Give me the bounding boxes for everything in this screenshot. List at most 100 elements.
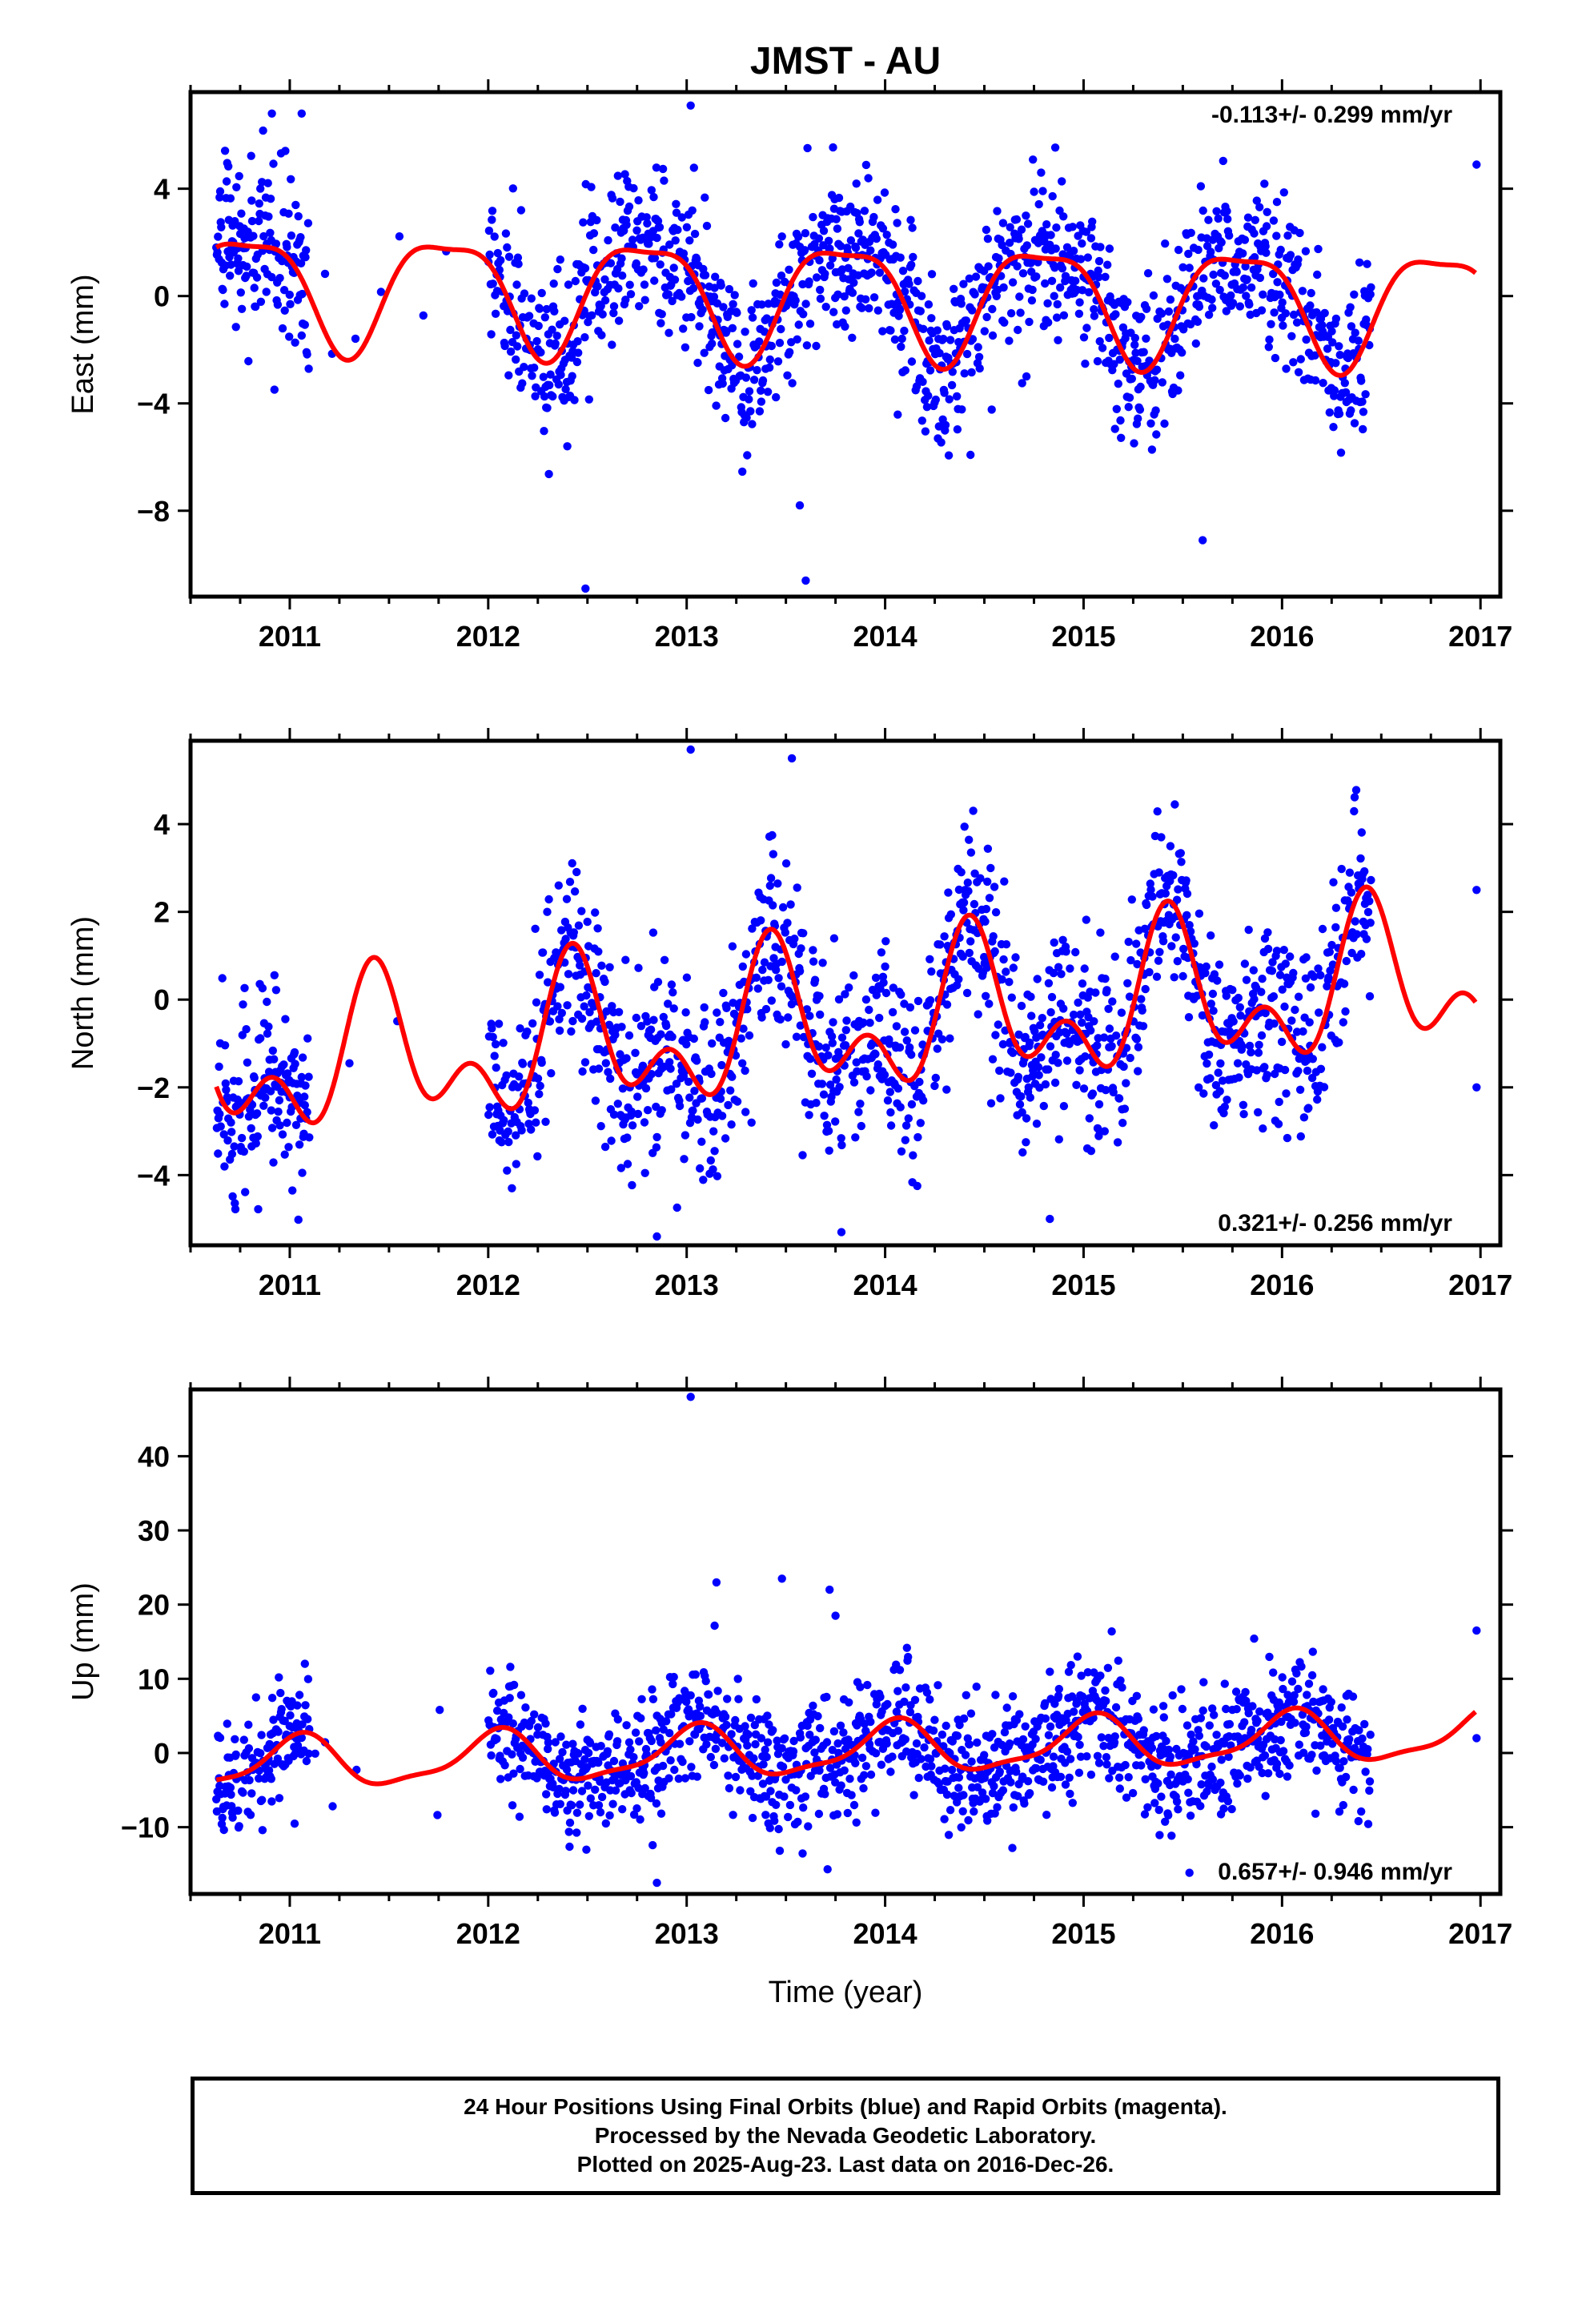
data-point [1036,1755,1045,1764]
data-point [842,1016,851,1025]
data-point [896,1103,905,1112]
data-point [1016,308,1025,317]
data-point [650,276,659,285]
data-point [998,1786,1008,1795]
data-point [1054,1691,1063,1700]
data-point [600,275,609,284]
data-point [1358,397,1367,406]
data-point [259,1101,268,1111]
data-point [1093,356,1102,366]
data-point [1126,955,1135,965]
data-point [1098,344,1107,352]
data-point [1335,351,1344,360]
data-point [757,397,766,406]
data-point [815,1723,825,1733]
data-point [628,1180,636,1190]
data-point [1124,1773,1133,1782]
data-point [743,1005,752,1014]
data-point [1133,959,1142,969]
data-point [1261,1008,1270,1018]
data-point [669,263,678,272]
data-point [256,297,266,306]
data-point [564,1827,573,1836]
data-point [555,1784,564,1794]
data-point [1347,888,1356,897]
data-point [1050,292,1058,300]
data-point [945,395,954,404]
data-point [1110,424,1119,433]
data-point [1289,310,1299,320]
data-point [1363,1819,1373,1828]
data-point [1065,1773,1074,1782]
data-point [778,1763,788,1771]
data-point [686,1691,695,1700]
data-point [716,1018,725,1027]
data-point [941,1764,950,1773]
data-point [1224,1752,1233,1761]
data-point [1022,1114,1031,1123]
y-tick-label: 40 [138,1440,170,1473]
data-point [504,1137,513,1147]
data-point [1158,378,1167,387]
data-point [953,425,962,434]
data-point [1075,298,1084,307]
data-point [686,1393,695,1401]
data-point [591,1096,600,1105]
data-point [733,1675,742,1683]
data-point [1164,1745,1174,1755]
data-point [623,1160,632,1168]
data-point [280,306,289,315]
data-point [908,223,917,232]
data-point [247,151,255,160]
data-point [235,171,243,181]
x-tick-label: 2011 [259,1917,321,1950]
data-point [660,955,669,965]
data-point [580,1058,590,1067]
data-point [625,280,634,289]
data-point [711,1744,721,1753]
data-point [1196,1714,1206,1723]
data-point [228,1813,237,1822]
data-point [504,1127,512,1136]
x-tick-label: 2012 [456,1269,520,1301]
data-point [1225,231,1234,240]
data-point [1149,291,1158,300]
data-point [639,265,648,274]
data-point [832,1075,841,1084]
data-point [1154,1779,1162,1788]
data-point [614,1007,624,1017]
data-point [291,338,299,347]
data-point [814,234,824,243]
data-point [267,109,276,118]
data-point [1094,256,1104,266]
data-point [1178,263,1187,271]
data-point [753,984,762,993]
data-point [988,304,997,314]
x-tick-label: 2015 [1051,1269,1115,1301]
data-point [1050,938,1058,947]
data-point [1272,231,1281,240]
data-point [267,1124,277,1132]
footer-line-1: 24 Hour Positions Using Final Orbits (bl… [464,2094,1227,2119]
data-point [291,200,300,210]
data-point [871,1808,880,1817]
data-point [1275,971,1285,979]
data-point [1142,900,1151,910]
data-point [577,1787,587,1795]
data-point [1059,311,1069,320]
data-point [499,1039,508,1047]
data-point [216,1122,225,1131]
data-point [940,388,949,397]
data-point [675,1739,685,1748]
data-point [697,1137,706,1146]
data-point [537,288,546,298]
data-point [985,894,994,903]
data-point [1301,974,1311,983]
data-point [633,1092,642,1101]
data-point [1343,1715,1351,1724]
data-point [697,1094,707,1103]
data-point [648,1685,656,1694]
data-point [713,1008,721,1017]
data-point [1254,1108,1263,1117]
data-point [1030,187,1038,196]
